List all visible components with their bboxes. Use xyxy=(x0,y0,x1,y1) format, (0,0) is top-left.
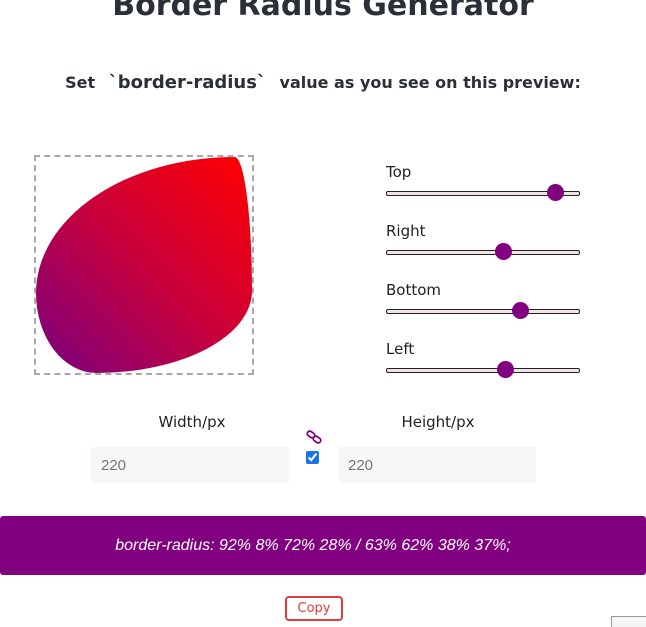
slider-right[interactable]: Right xyxy=(386,221,580,260)
slider-left-label: Left xyxy=(386,340,415,358)
slider-left[interactable]: Left xyxy=(386,339,580,378)
slider-bottom-track[interactable] xyxy=(386,309,580,314)
slider-right-thumb[interactable] xyxy=(495,243,512,260)
instruction-prefix: Set xyxy=(65,73,96,92)
width-input[interactable] xyxy=(91,447,289,483)
instruction-text: Set `border-radius` value as you see on … xyxy=(0,72,646,93)
preview-frame xyxy=(34,155,254,375)
slider-top-track[interactable] xyxy=(386,191,580,196)
slider-bottom-label: Bottom xyxy=(386,281,442,299)
width-label: Width/px xyxy=(158,413,226,431)
slider-right-label: Right xyxy=(386,222,426,240)
page-title: Border Radius Generator xyxy=(112,0,534,23)
height-input[interactable] xyxy=(338,447,536,483)
slider-top-label: Top xyxy=(386,163,412,181)
aspect-lock-checkbox[interactable] xyxy=(306,451,319,464)
slider-top-thumb[interactable] xyxy=(547,184,564,201)
slider-bottom[interactable]: Bottom xyxy=(386,280,580,319)
preview-shape xyxy=(36,157,252,373)
slider-top[interactable]: Top xyxy=(386,162,580,201)
height-label: Height/px xyxy=(401,413,475,431)
slider-left-track[interactable] xyxy=(386,368,580,373)
copy-button[interactable]: Copy xyxy=(285,596,343,621)
slider-left-thumb[interactable] xyxy=(497,361,514,378)
link-icon xyxy=(306,430,322,444)
instruction-code: `border-radius` xyxy=(108,72,266,93)
slider-right-track[interactable] xyxy=(386,250,580,255)
slider-bottom-thumb[interactable] xyxy=(512,302,529,319)
corner-widget xyxy=(611,616,646,627)
instruction-suffix: value as you see on this preview: xyxy=(279,73,581,92)
css-output: border-radius: 92% 8% 72% 28% / 63% 62% … xyxy=(0,516,646,575)
